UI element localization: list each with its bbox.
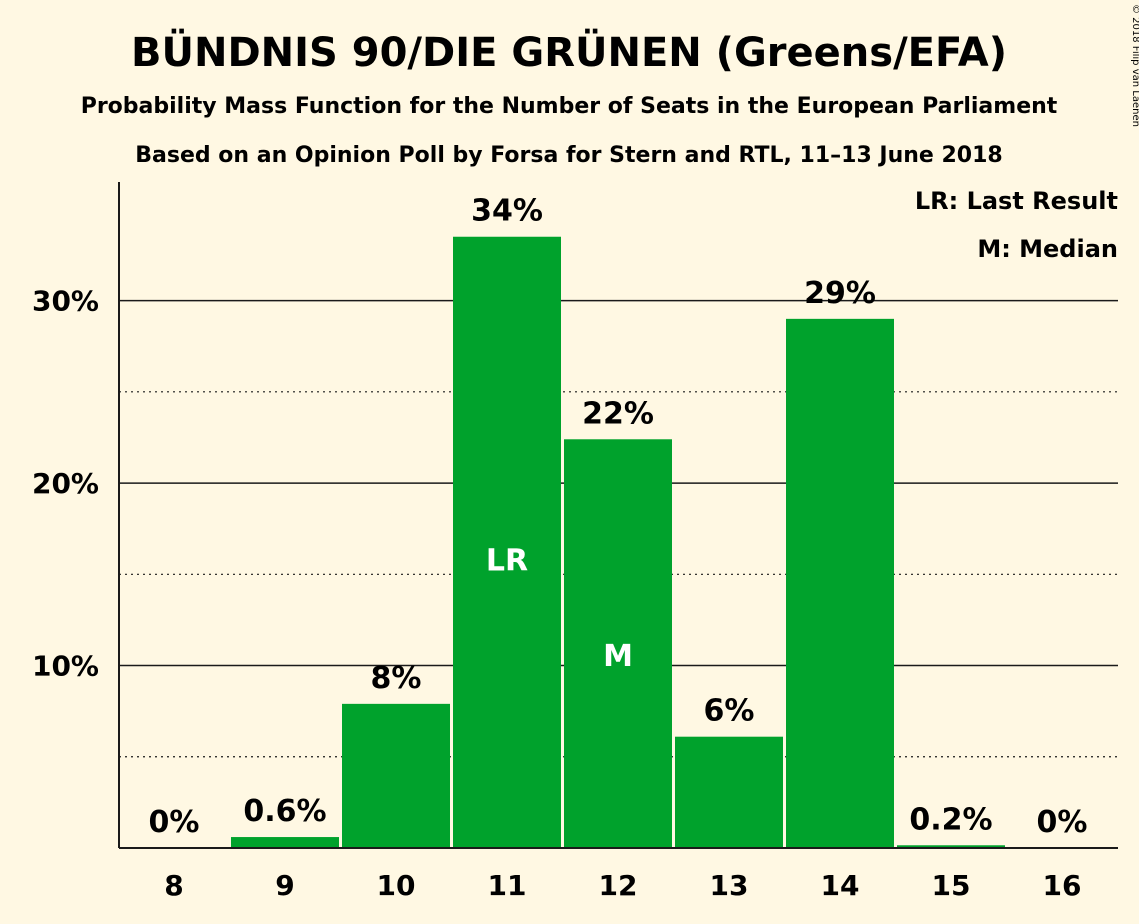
x-tick-label: 10: [377, 869, 416, 902]
y-tick-label: 10%: [32, 650, 99, 683]
axes: [118, 182, 1118, 849]
data-label-seats-13: 6%: [704, 694, 755, 729]
data-label-seats-12: 22%: [582, 396, 654, 431]
data-label-seats-8: 0%: [149, 805, 200, 840]
x-tick-label: 16: [1043, 869, 1082, 902]
bar-seats-10: [342, 703, 450, 848]
bar-marker-lr: LR: [486, 544, 528, 579]
bar-seats-15: [897, 845, 1005, 848]
data-labels: 0% 8 0.6% 9 8% 10 34% LR 11 22% M 12 6% 13 29% 14 0.2% 15…: [149, 194, 1088, 902]
x-tick-label: 11: [488, 869, 527, 902]
bar-seats-9: [231, 837, 339, 848]
bars: [231, 236, 1005, 848]
data-label-seats-11: 34%: [471, 194, 543, 229]
bar-marker-m: M: [603, 639, 633, 674]
chart-title: BÜNDNIS 90/DIE GRÜNEN (Greens/EFA): [131, 28, 1007, 76]
chart-subtitle: Probability Mass Function for the Number…: [81, 94, 1058, 119]
y-tick-label: 30%: [32, 285, 99, 318]
x-tick-label: 12: [599, 869, 638, 902]
x-tick-label: 8: [164, 869, 183, 902]
data-label-seats-15: 0.2%: [909, 802, 992, 837]
bar-seats-14: [786, 318, 894, 848]
data-label-seats-10: 8%: [371, 661, 422, 696]
y-tick-label: 20%: [32, 467, 99, 500]
data-label-seats-9: 0.6%: [243, 794, 326, 829]
bar-seats-12: [564, 439, 672, 848]
data-label-seats-16: 0%: [1037, 805, 1088, 840]
legend-median: M: Median: [977, 235, 1118, 263]
x-tick-label: 14: [821, 869, 860, 902]
x-tick-label: 13: [710, 869, 749, 902]
bar-seats-13: [675, 736, 783, 848]
x-tick-label: 15: [932, 869, 971, 902]
legend-last-result: LR: Last Result: [915, 187, 1118, 215]
data-label-seats-14: 29%: [804, 276, 876, 311]
x-tick-label: 9: [275, 869, 294, 902]
copyright-note: © 2018 Filip van Laenen: [1130, 4, 1139, 127]
chart-subtitle-poll: Based on an Opinion Poll by Forsa for St…: [135, 143, 1002, 168]
bar-seats-11: [453, 236, 561, 848]
